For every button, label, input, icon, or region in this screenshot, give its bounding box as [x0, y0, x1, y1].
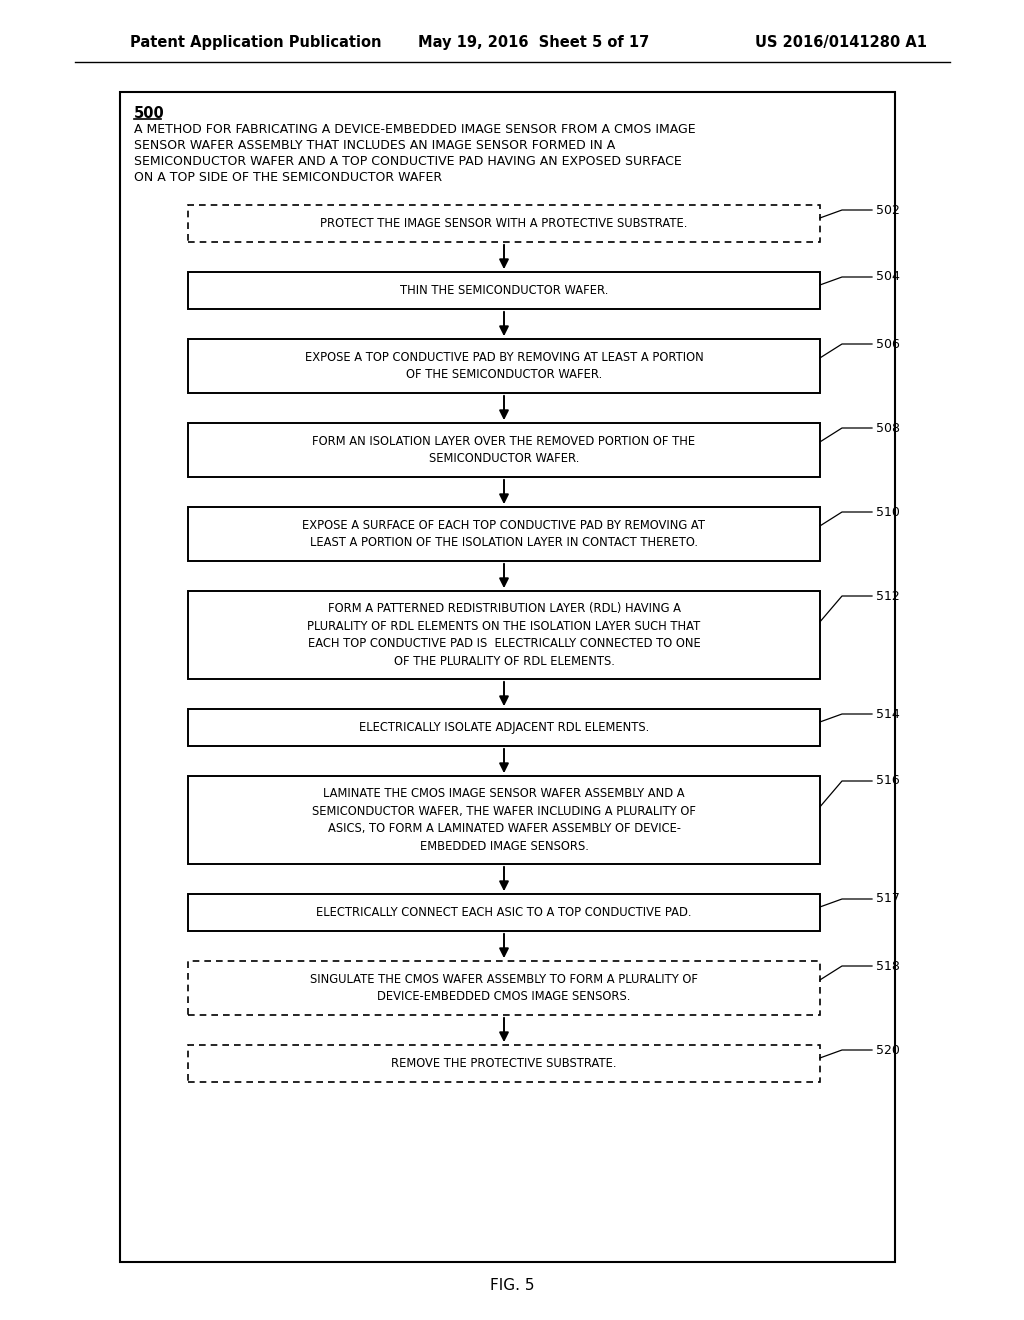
Bar [188, 339, 820, 393]
Text: 504: 504 [876, 271, 900, 284]
Bar [188, 776, 820, 865]
Text: Patent Application Publication: Patent Application Publication [130, 34, 382, 49]
Text: 500: 500 [134, 106, 165, 121]
Text: PROTECT THE IMAGE SENSOR WITH A PROTECTIVE SUBSTRATE.: PROTECT THE IMAGE SENSOR WITH A PROTECTI… [321, 216, 688, 230]
Text: SENSOR WAFER ASSEMBLY THAT INCLUDES AN IMAGE SENSOR FORMED IN A: SENSOR WAFER ASSEMBLY THAT INCLUDES AN I… [134, 139, 615, 152]
Text: FORM AN ISOLATION LAYER OVER THE REMOVED PORTION OF THE
SEMICONDUCTOR WAFER.: FORM AN ISOLATION LAYER OVER THE REMOVED… [312, 434, 695, 465]
Bar [188, 1045, 820, 1082]
Text: 514: 514 [876, 708, 900, 721]
Text: 517: 517 [876, 892, 900, 906]
Text: FORM A PATTERNED REDISTRIBUTION LAYER (RDL) HAVING A
PLURALITY OF RDL ELEMENTS O: FORM A PATTERNED REDISTRIBUTION LAYER (R… [307, 602, 700, 668]
Text: May 19, 2016  Sheet 5 of 17: May 19, 2016 Sheet 5 of 17 [418, 34, 649, 49]
Bar [188, 272, 820, 309]
Text: THIN THE SEMICONDUCTOR WAFER.: THIN THE SEMICONDUCTOR WAFER. [399, 284, 608, 297]
Bar [188, 205, 820, 242]
Text: LAMINATE THE CMOS IMAGE SENSOR WAFER ASSEMBLY AND A
SEMICONDUCTOR WAFER, THE WAF: LAMINATE THE CMOS IMAGE SENSOR WAFER ASS… [312, 787, 696, 853]
Text: US 2016/0141280 A1: US 2016/0141280 A1 [755, 34, 927, 49]
Bar [188, 591, 820, 678]
Text: 510: 510 [876, 506, 900, 519]
Text: ELECTRICALLY ISOLATE ADJACENT RDL ELEMENTS.: ELECTRICALLY ISOLATE ADJACENT RDL ELEMEN… [358, 721, 649, 734]
Bar [188, 422, 820, 477]
Text: FIG. 5: FIG. 5 [489, 1278, 535, 1292]
Text: EXPOSE A TOP CONDUCTIVE PAD BY REMOVING AT LEAST A PORTION
OF THE SEMICONDUCTOR : EXPOSE A TOP CONDUCTIVE PAD BY REMOVING … [304, 351, 703, 381]
Text: 520: 520 [876, 1044, 900, 1056]
Text: SINGULATE THE CMOS WAFER ASSEMBLY TO FORM A PLURALITY OF
DEVICE-EMBEDDED CMOS IM: SINGULATE THE CMOS WAFER ASSEMBLY TO FOR… [310, 973, 698, 1003]
Text: 512: 512 [876, 590, 900, 602]
Text: EXPOSE A SURFACE OF EACH TOP CONDUCTIVE PAD BY REMOVING AT
LEAST A PORTION OF TH: EXPOSE A SURFACE OF EACH TOP CONDUCTIVE … [302, 519, 706, 549]
Bar [188, 709, 820, 746]
Bar [188, 961, 820, 1015]
Text: 506: 506 [876, 338, 900, 351]
Text: ELECTRICALLY CONNECT EACH ASIC TO A TOP CONDUCTIVE PAD.: ELECTRICALLY CONNECT EACH ASIC TO A TOP … [316, 906, 692, 919]
Text: 518: 518 [876, 960, 900, 973]
Text: 516: 516 [876, 775, 900, 788]
Text: 502: 502 [876, 203, 900, 216]
Text: SEMICONDUCTOR WAFER AND A TOP CONDUCTIVE PAD HAVING AN EXPOSED SURFACE: SEMICONDUCTOR WAFER AND A TOP CONDUCTIVE… [134, 154, 682, 168]
Text: REMOVE THE PROTECTIVE SUBSTRATE.: REMOVE THE PROTECTIVE SUBSTRATE. [391, 1057, 616, 1071]
Bar [120, 92, 895, 1262]
Text: ON A TOP SIDE OF THE SEMICONDUCTOR WAFER: ON A TOP SIDE OF THE SEMICONDUCTOR WAFER [134, 172, 442, 183]
Bar [188, 507, 820, 561]
Text: A METHOD FOR FABRICATING A DEVICE-EMBEDDED IMAGE SENSOR FROM A CMOS IMAGE: A METHOD FOR FABRICATING A DEVICE-EMBEDD… [134, 123, 695, 136]
Text: 508: 508 [876, 421, 900, 434]
Bar [188, 894, 820, 931]
